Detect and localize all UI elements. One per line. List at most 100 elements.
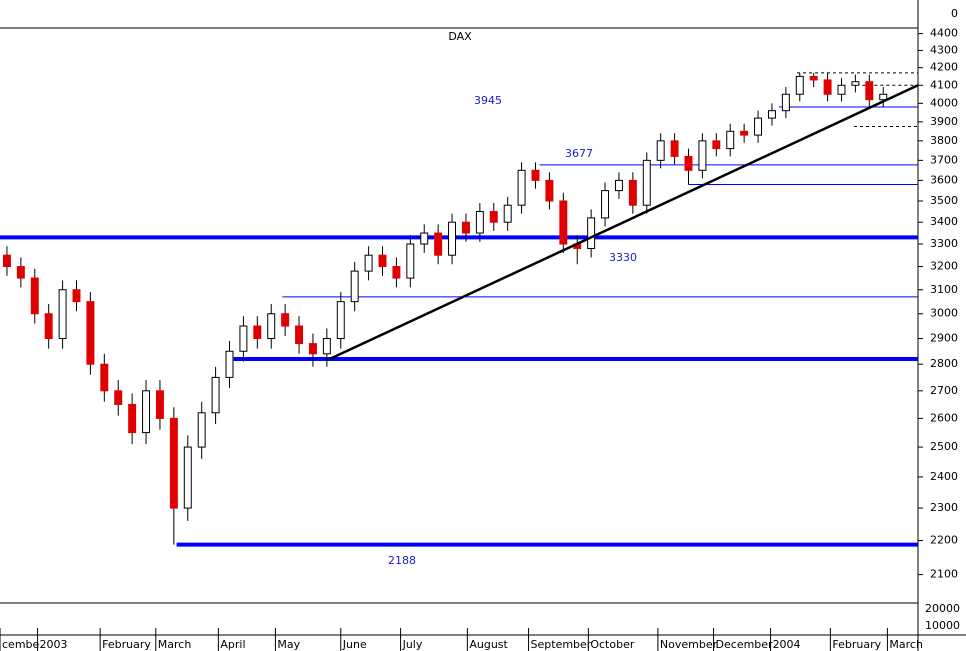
x-tick-label: April — [220, 638, 245, 651]
y-tick-label: 2700 — [930, 384, 958, 397]
candle-body — [58, 289, 67, 340]
y-tick-label: 3700 — [930, 153, 958, 166]
candle-body — [489, 211, 498, 223]
candle-body — [392, 266, 401, 279]
candle-body — [879, 93, 888, 101]
candle-body — [350, 270, 359, 303]
candle-body — [197, 412, 206, 448]
candle-body — [865, 81, 874, 101]
x-tick-label: September — [531, 638, 592, 651]
candle-body — [364, 254, 373, 272]
candle-body — [517, 169, 526, 206]
y-tick-label: 2900 — [930, 332, 958, 345]
y-tick-label: 4100 — [930, 78, 958, 91]
candle-body — [726, 130, 735, 150]
annotation: 3330 — [609, 251, 637, 264]
x-tick-label: December — [716, 638, 774, 651]
candle-body — [155, 390, 164, 419]
candle-body — [698, 140, 707, 171]
candle-body — [420, 232, 429, 245]
y-tick-label: 3800 — [930, 134, 958, 147]
candle-body — [378, 254, 387, 268]
candle-body — [531, 169, 540, 181]
candle-body — [684, 155, 693, 171]
candle-body — [281, 313, 290, 327]
candle-body — [809, 75, 818, 81]
y-tick-label: 3100 — [930, 283, 958, 296]
bottom-panel-tick-label: 20000 — [925, 602, 960, 615]
y-tick-label: 4000 — [930, 96, 958, 109]
y-tick-label: 4400 — [930, 27, 958, 40]
candle-body — [169, 417, 178, 509]
candle-body — [754, 117, 763, 136]
x-tick-label: 2003 — [40, 638, 68, 651]
candle-body — [781, 93, 790, 112]
x-tick-label: August — [469, 638, 508, 651]
candle-body — [837, 84, 846, 95]
y-tick-label: 4200 — [930, 61, 958, 74]
x-tick-label: May — [277, 638, 300, 651]
candle-body — [545, 179, 554, 202]
candle-body — [795, 75, 804, 95]
annotation: 2188 — [388, 554, 416, 567]
y-tick-label: 2800 — [930, 357, 958, 370]
candle-body — [295, 325, 304, 345]
x-tick-label: February — [102, 638, 151, 651]
candle-body — [406, 243, 415, 279]
x-tick-label: 2004 — [773, 638, 801, 651]
candle-body — [656, 140, 665, 161]
x-tick-label: June — [342, 638, 367, 651]
x-tick-label: November — [660, 638, 718, 651]
y-tick-label: 2100 — [930, 568, 958, 581]
candle-body — [475, 211, 484, 234]
candle-body — [448, 221, 457, 256]
x-tick-label: October — [590, 638, 634, 651]
candle-body — [72, 289, 81, 303]
candle-body — [225, 350, 234, 378]
candle-body — [851, 81, 860, 86]
candle-body — [267, 313, 276, 340]
chart-title: DAX — [448, 30, 472, 43]
y-tick-label: 3600 — [930, 173, 958, 186]
candle-body — [740, 130, 749, 136]
candle-body — [712, 140, 721, 150]
y-tick-label: 2400 — [930, 470, 958, 483]
bottom-panel-tick-label: 10000 — [925, 619, 960, 632]
candle-body — [30, 277, 39, 315]
candle-body — [44, 313, 53, 340]
candle-body — [239, 325, 248, 352]
annotation: 3677 — [565, 147, 593, 160]
y-tick-label: 2500 — [930, 440, 958, 453]
candle-body — [614, 179, 623, 192]
y-tick-label: 2300 — [930, 501, 958, 514]
candle-body — [86, 301, 95, 365]
candle-body — [434, 232, 443, 256]
candle-body — [128, 403, 137, 434]
trend-line — [329, 84, 919, 361]
candle-body — [559, 200, 568, 245]
y-tick-label: 3000 — [930, 307, 958, 320]
x-tick-label: March — [889, 638, 923, 651]
candle-body — [601, 190, 610, 219]
candle-body — [336, 301, 345, 340]
x-tick-label: February — [832, 638, 881, 651]
x-tick-label: cembe — [2, 638, 40, 651]
candle-body — [183, 446, 192, 509]
y-tick-label: 4300 — [930, 43, 958, 56]
y-tick-label: 3900 — [930, 115, 958, 128]
candle-body — [587, 217, 596, 249]
candle-body — [322, 338, 331, 355]
x-tick-label: March — [158, 638, 192, 651]
candle-body — [142, 390, 151, 434]
candle-body — [670, 140, 679, 157]
y-tick-label: 2200 — [930, 534, 958, 547]
candle-body — [503, 204, 512, 223]
y-tick-label: 2600 — [930, 411, 958, 424]
candle-body — [308, 343, 317, 355]
y-tick-label: 3400 — [930, 215, 958, 228]
y-tick-label: 3500 — [930, 194, 958, 207]
annotation: 3945 — [474, 94, 502, 107]
candle-body — [461, 221, 470, 234]
